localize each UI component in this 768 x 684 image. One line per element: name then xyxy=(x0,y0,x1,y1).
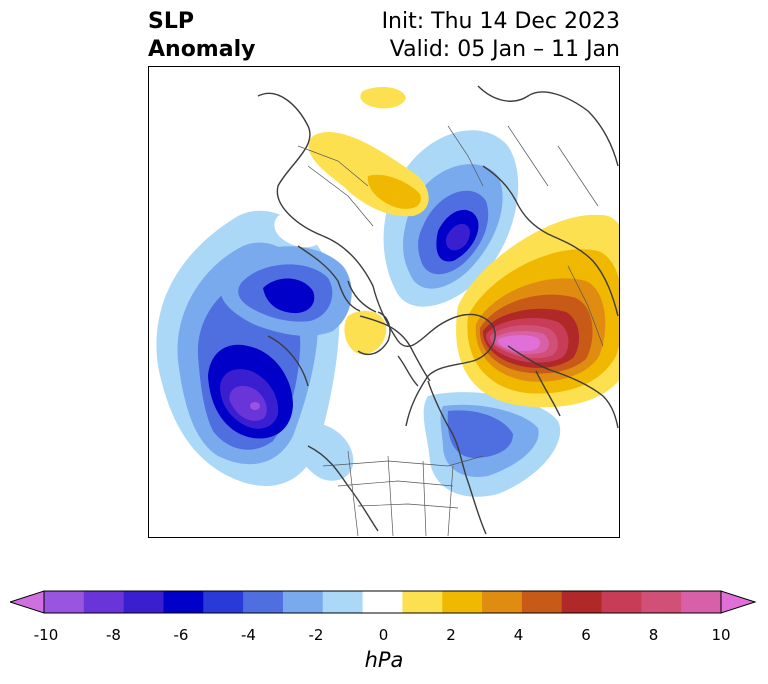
colorbar-cell xyxy=(402,591,443,613)
kamchatka-low xyxy=(219,246,352,336)
colorbar-cell xyxy=(482,591,523,613)
colorbar-cell xyxy=(203,591,244,613)
colorbar-tick-label: -2 xyxy=(308,626,324,644)
colorbar-cell xyxy=(561,591,603,613)
anomaly-map xyxy=(148,66,620,538)
colorbar-cell xyxy=(123,591,164,613)
colorbar-unit: hPa xyxy=(364,648,404,672)
chart-title-right: Init: Thu 14 Dec 2023 Valid: 05 Jan – 11… xyxy=(382,8,620,64)
coastlines xyxy=(257,85,619,535)
valid-range-label: Valid: 05 Jan – 11 Jan xyxy=(389,37,620,62)
siberia-high xyxy=(308,131,429,217)
init-date-label: Init: Thu 14 Dec 2023 xyxy=(381,9,620,34)
colorbar-tick-label: 2 xyxy=(446,626,456,644)
colorbar-cell xyxy=(681,591,722,613)
title-field-type: Anomaly xyxy=(148,37,256,62)
colorbar-cell xyxy=(163,591,204,613)
colorbar-cell xyxy=(83,591,125,613)
colorbar-tick-label: 6 xyxy=(581,626,591,644)
colorbar-tick-label: 0 xyxy=(378,626,389,644)
colorbar-low-extend xyxy=(10,590,45,614)
colorbar-cell xyxy=(322,591,364,613)
colorbar-cell xyxy=(601,591,642,613)
colorbar-cell xyxy=(44,591,85,613)
colorbar-tick-label: 8 xyxy=(648,626,659,644)
title-field-name: SLP xyxy=(148,9,194,34)
mongolia-high xyxy=(360,86,406,109)
colorbar xyxy=(10,590,757,614)
colorbar-cell xyxy=(641,591,682,613)
colorbar-cell xyxy=(521,591,563,613)
political-borders xyxy=(297,125,604,537)
colorbar-tick-label: -6 xyxy=(173,626,189,644)
scandinavia-high xyxy=(456,214,620,408)
arctic-ocean-high xyxy=(344,310,387,355)
colorbar-tick-label: -10 xyxy=(33,626,59,644)
colorbar-cell xyxy=(282,591,324,613)
hudson-bay-low xyxy=(294,422,354,481)
colorbar-cell xyxy=(243,591,284,613)
colorbar-tick-label: -8 xyxy=(106,626,121,644)
colorbar-tick-label: 4 xyxy=(513,626,524,644)
canadian-archipelago-high xyxy=(274,210,329,248)
chart-title-left: SLP Anomaly xyxy=(148,8,255,64)
north-atlantic-low xyxy=(423,392,561,497)
colorbar-cell xyxy=(442,591,483,613)
colorbar-high-extend xyxy=(720,590,757,614)
colorbar-cell xyxy=(362,591,403,613)
colorbar-tick-label: -4 xyxy=(241,626,256,644)
colorbar-tick-label: 10 xyxy=(711,626,731,644)
